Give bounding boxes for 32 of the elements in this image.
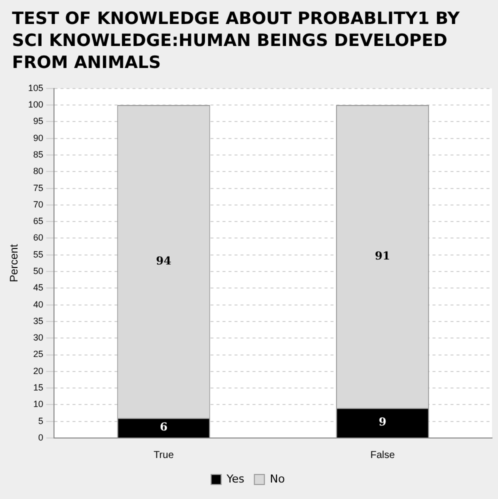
y-tick-label: 90 — [33, 132, 44, 143]
y-tick-label: 65 — [33, 216, 44, 226]
y-tick-label: 70 — [33, 199, 44, 210]
x-tick-label: True — [154, 450, 174, 461]
y-tick-label: 25 — [33, 349, 44, 360]
data-label: 91 — [374, 249, 390, 262]
x-tick-label: False — [370, 450, 396, 461]
y-tick-label: 20 — [33, 366, 44, 376]
y-tick-label: 60 — [33, 232, 44, 243]
y-tick-label: 85 — [33, 149, 44, 160]
y-tick-label: 45 — [33, 282, 44, 293]
y-tick-label: 95 — [33, 116, 44, 126]
y-tick-label: 35 — [33, 316, 44, 326]
y-tick-label: 50 — [33, 266, 44, 276]
data-label: 6 — [160, 420, 168, 434]
legend-label: No — [270, 472, 286, 486]
y-tick-label: 75 — [33, 182, 44, 193]
data-label: 94 — [156, 254, 172, 268]
legend-label: Yes — [226, 472, 245, 486]
chart-title: TEST OF KNOWLEDGE ABOUT PROBABLITY1 BY SCI KNOWLEDGE:HUMAN BEINGS DEVELOPED FROM ANIMALS — [12, 8, 461, 74]
y-tick-label: 80 — [33, 166, 44, 176]
y-tick-label: 10 — [33, 399, 44, 410]
data-label: 9 — [378, 416, 386, 429]
y-axis-title: Percent — [8, 244, 21, 282]
y-tick-label: 0 — [38, 432, 44, 442]
y-tick-label: 105 — [28, 82, 44, 93]
y-tick-label: 5 — [38, 416, 44, 426]
y-tick-label: 30 — [33, 332, 44, 343]
y-tick-label: 40 — [33, 299, 44, 310]
y-tick-label: 15 — [33, 382, 44, 393]
y-tick-label: 55 — [33, 249, 44, 260]
y-tick-label: 100 — [28, 100, 44, 110]
